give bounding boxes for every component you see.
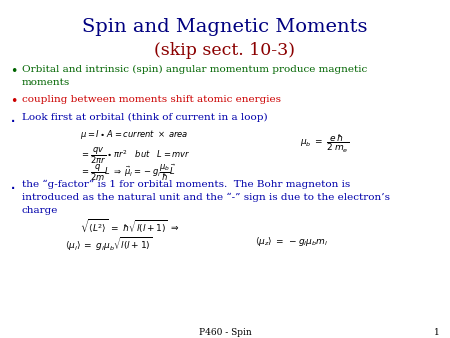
Text: the “g-factor” is 1 for orbital moments.  The Bohr magneton is: the “g-factor” is 1 for orbital moments.… <box>22 180 350 189</box>
Text: ·: · <box>10 113 16 132</box>
Text: 1: 1 <box>434 328 440 337</box>
Text: P460 - Spin: P460 - Spin <box>198 328 252 337</box>
Text: •: • <box>10 65 18 78</box>
Text: coupling between moments shift atomic energies: coupling between moments shift atomic en… <box>22 95 281 104</box>
Text: $\langle \mu_z \rangle \;=\; -g_l \mu_b m_l$: $\langle \mu_z \rangle \;=\; -g_l \mu_b … <box>255 235 328 248</box>
Text: $\langle \mu_l \rangle \;=\; g_l \mu_b \sqrt{l(l+1)}$: $\langle \mu_l \rangle \;=\; g_l \mu_b \… <box>65 235 153 252</box>
Text: $\mu_b \;=\; \dfrac{e \; \hbar}{2 \; m_e}$: $\mu_b \;=\; \dfrac{e \; \hbar}{2 \; m_e… <box>300 133 349 155</box>
Text: (skip sect. 10-3): (skip sect. 10-3) <box>154 42 296 59</box>
Text: charge: charge <box>22 206 58 215</box>
Text: ·: · <box>10 180 16 199</box>
Text: $\mu = I \bullet A = current \;\times\; area$: $\mu = I \bullet A = current \;\times\; … <box>80 128 189 141</box>
Text: Spin and Magnetic Moments: Spin and Magnetic Moments <box>82 18 368 36</box>
Text: Orbital and intrinsic (spin) angular momentum produce magnetic: Orbital and intrinsic (spin) angular mom… <box>22 65 367 74</box>
Text: $= \dfrac{qv}{2\pi r} \bullet \pi r^2 \quad but \quad L = mvr$: $= \dfrac{qv}{2\pi r} \bullet \pi r^2 \q… <box>80 145 191 166</box>
Text: $= \dfrac{q}{2m} L \;\Rightarrow\; \vec{\mu}_l = -g_l \dfrac{\mu_b}{\hbar}\vec{L: $= \dfrac{q}{2m} L \;\Rightarrow\; \vec{… <box>80 162 176 183</box>
Text: introduced as the natural unit and the “-” sign is due to the electron’s: introduced as the natural unit and the “… <box>22 193 390 202</box>
Text: moments: moments <box>22 78 70 87</box>
Text: $\sqrt{\langle L^2 \rangle} \;=\; \hbar \sqrt{l(l+1)} \;\Rightarrow$: $\sqrt{\langle L^2 \rangle} \;=\; \hbar … <box>80 218 179 236</box>
Text: Look first at orbital (think of current in a loop): Look first at orbital (think of current … <box>22 113 268 122</box>
Text: •: • <box>10 95 18 108</box>
